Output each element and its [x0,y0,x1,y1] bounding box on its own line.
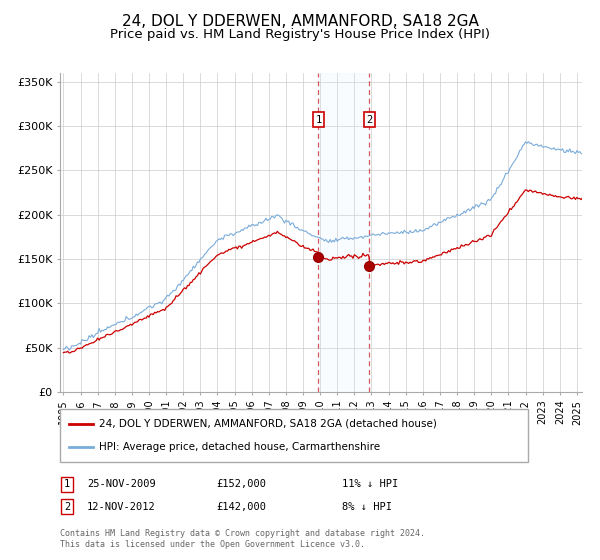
Text: £152,000: £152,000 [216,479,266,489]
Text: 2: 2 [366,115,373,125]
Text: 2: 2 [64,502,70,512]
Text: 25-NOV-2009: 25-NOV-2009 [87,479,156,489]
Text: £142,000: £142,000 [216,502,266,512]
Text: 12-NOV-2012: 12-NOV-2012 [87,502,156,512]
Text: 1: 1 [64,479,70,489]
Text: 11% ↓ HPI: 11% ↓ HPI [342,479,398,489]
Text: Price paid vs. HM Land Registry's House Price Index (HPI): Price paid vs. HM Land Registry's House … [110,28,490,41]
Text: 24, DOL Y DDERWEN, AMMANFORD, SA18 2GA: 24, DOL Y DDERWEN, AMMANFORD, SA18 2GA [122,14,478,29]
Text: HPI: Average price, detached house, Carmarthenshire: HPI: Average price, detached house, Carm… [99,442,380,452]
Text: 8% ↓ HPI: 8% ↓ HPI [342,502,392,512]
Text: 24, DOL Y DDERWEN, AMMANFORD, SA18 2GA (detached house): 24, DOL Y DDERWEN, AMMANFORD, SA18 2GA (… [99,419,437,429]
Bar [319,73,369,392]
Text: 1: 1 [316,115,322,125]
Text: Contains HM Land Registry data © Crown copyright and database right 2024.
This d: Contains HM Land Registry data © Crown c… [60,529,425,549]
